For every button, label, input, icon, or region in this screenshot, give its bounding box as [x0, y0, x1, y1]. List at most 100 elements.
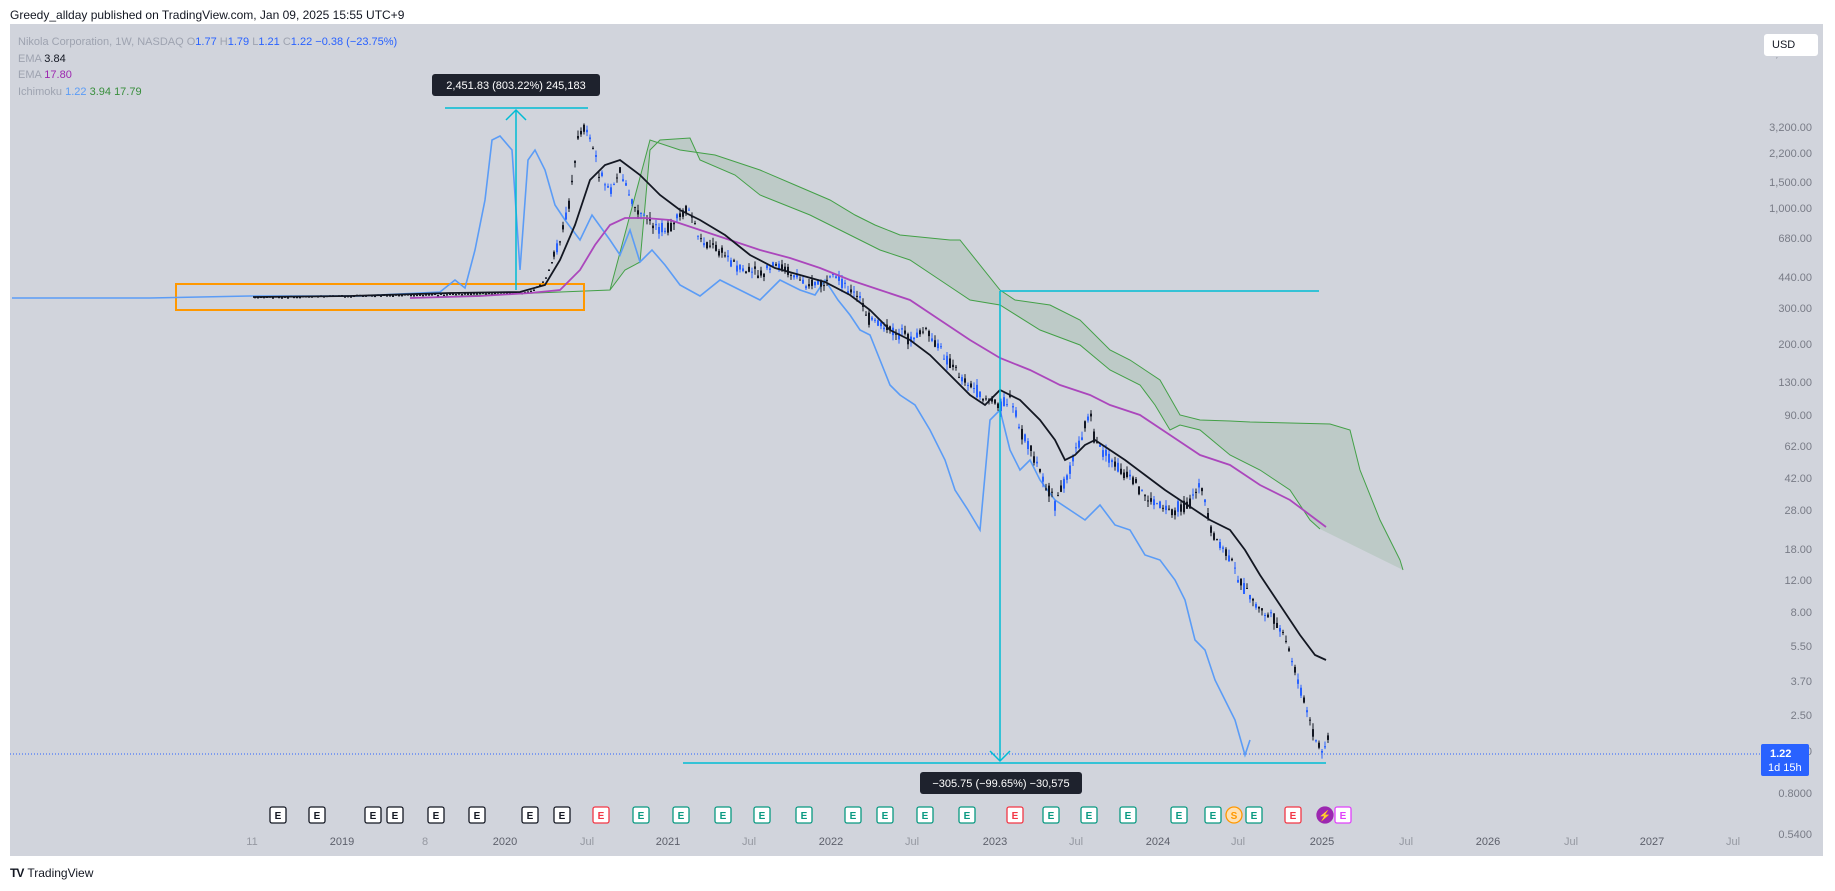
- legend-ichimoku-row[interactable]: Ichimoku 1.22 3.94 17.79: [18, 84, 397, 101]
- candle: [1060, 480, 1062, 493]
- event-marker-label: E: [759, 811, 766, 822]
- legend-ema-slow-value: 17.80: [44, 69, 72, 81]
- candle: [419, 294, 421, 296]
- candle: [661, 219, 663, 237]
- event-marker[interactable]: E: [1042, 806, 1060, 824]
- time-tick-label: Jul: [1231, 836, 1245, 848]
- event-marker-label: E: [370, 811, 377, 822]
- candle: [901, 324, 903, 336]
- price-axis[interactable]: 4,600.003,200.002,200.001,500.001,000.00…: [1769, 48, 1812, 841]
- candle: [865, 311, 867, 316]
- candle: [553, 250, 555, 260]
- event-marker[interactable]: E: [958, 806, 976, 824]
- time-tick-label: 2024: [1146, 836, 1170, 848]
- price-tick-label: 0.8000: [1778, 788, 1812, 800]
- event-marker[interactable]: E: [714, 806, 732, 824]
- candle: [1135, 477, 1137, 484]
- chart-frame[interactable]: [10, 24, 1823, 856]
- candle: [548, 269, 550, 271]
- event-marker[interactable]: E: [795, 806, 813, 824]
- candle: [925, 326, 927, 331]
- candle: [527, 291, 529, 293]
- candle: [1057, 492, 1059, 497]
- candle: [464, 293, 466, 295]
- candle: [721, 245, 723, 258]
- candle: [467, 293, 469, 295]
- candle: [1054, 499, 1056, 517]
- event-marker[interactable]: ⚡: [1316, 806, 1334, 824]
- candle: [398, 294, 400, 297]
- candle: [1000, 398, 1002, 417]
- event-marker-label: E: [1290, 811, 1297, 822]
- candle: [562, 221, 564, 233]
- event-marker[interactable]: E: [1334, 806, 1352, 824]
- candle: [1138, 485, 1140, 496]
- event-marker[interactable]: E: [521, 806, 539, 824]
- event-marker[interactable]: E: [632, 806, 650, 824]
- event-marker[interactable]: E: [1080, 806, 1098, 824]
- candle: [967, 382, 969, 391]
- event-marker[interactable]: E: [1006, 806, 1024, 824]
- measure-up-tool[interactable]: 2,451.83 (803.22%) 245,183: [432, 74, 600, 290]
- currency-button[interactable]: USD: [1763, 33, 1819, 57]
- price-tick-label: 12.00: [1784, 575, 1812, 587]
- candle: [811, 274, 813, 290]
- event-marker[interactable]: E: [1284, 806, 1302, 824]
- time-tick-label: 2019: [330, 836, 354, 848]
- event-marker[interactable]: E: [386, 806, 404, 824]
- event-marker[interactable]: E: [876, 806, 894, 824]
- candle: [1102, 445, 1104, 461]
- price-tick-label: 90.00: [1784, 410, 1812, 422]
- event-marker[interactable]: E: [753, 806, 771, 824]
- legend-ema-fast-row[interactable]: EMA 3.84: [18, 51, 397, 68]
- event-marker-label: E: [850, 811, 857, 822]
- price-tick-label: 2,200.00: [1769, 148, 1812, 160]
- candle: [1126, 466, 1128, 479]
- event-marker[interactable]: E: [672, 806, 690, 824]
- candle: [461, 293, 463, 296]
- event-marker[interactable]: E: [1119, 806, 1137, 824]
- event-marker[interactable]: E: [364, 806, 382, 824]
- measure-down-tool[interactable]: −305.75 (−99.65%) −30,575: [683, 290, 1326, 794]
- event-marker[interactable]: E: [1204, 806, 1222, 824]
- event-marker[interactable]: E: [308, 806, 326, 824]
- candle: [952, 359, 954, 371]
- candle: [1150, 492, 1152, 505]
- candle: [586, 125, 588, 137]
- candle: [844, 279, 846, 289]
- time-tick-label: Jul: [1399, 836, 1413, 848]
- footer-logo[interactable]: TV TradingView: [10, 866, 93, 880]
- event-marker[interactable]: E: [592, 806, 610, 824]
- candle: [1237, 575, 1239, 583]
- event-marker[interactable]: E: [269, 806, 287, 824]
- candle: [805, 284, 807, 291]
- time-axis[interactable]: 11 2019 8 2020 Jul 2021 Jul 2022 Jul 2023 Jul 2024 J…: [246, 836, 1740, 848]
- candle: [1153, 495, 1155, 510]
- candle: [853, 285, 855, 298]
- candle: [1177, 498, 1179, 517]
- candle: [928, 329, 930, 342]
- candle: [1279, 625, 1281, 637]
- event-marker[interactable]: E: [916, 806, 934, 824]
- candle: [272, 297, 274, 299]
- event-marker[interactable]: E: [1245, 806, 1263, 824]
- event-marker[interactable]: E: [1170, 806, 1188, 824]
- event-marker-label: E: [314, 811, 321, 822]
- event-marker[interactable]: E: [553, 806, 571, 824]
- candle: [607, 183, 609, 189]
- legend-symbol[interactable]: Nikola Corporation, 1W, NASDAQ: [18, 36, 184, 48]
- event-marker[interactable]: E: [468, 806, 486, 824]
- candle: [389, 295, 391, 297]
- event-marker[interactable]: S: [1225, 806, 1243, 824]
- candle: [1078, 436, 1080, 450]
- legend-ema-slow-row[interactable]: EMA 17.80: [18, 67, 397, 84]
- candle: [1324, 741, 1326, 750]
- candle: [1321, 749, 1323, 759]
- candle: [1255, 602, 1257, 610]
- event-marker[interactable]: E: [427, 806, 445, 824]
- events-row[interactable]: E E E E E E E E E E E E E E E E E E E E E E E E S E E ⚡ E: [269, 806, 1352, 824]
- price-tick-label: 1,500.00: [1769, 177, 1812, 189]
- time-tick-label: 2026: [1476, 836, 1500, 848]
- event-marker[interactable]: E: [844, 806, 862, 824]
